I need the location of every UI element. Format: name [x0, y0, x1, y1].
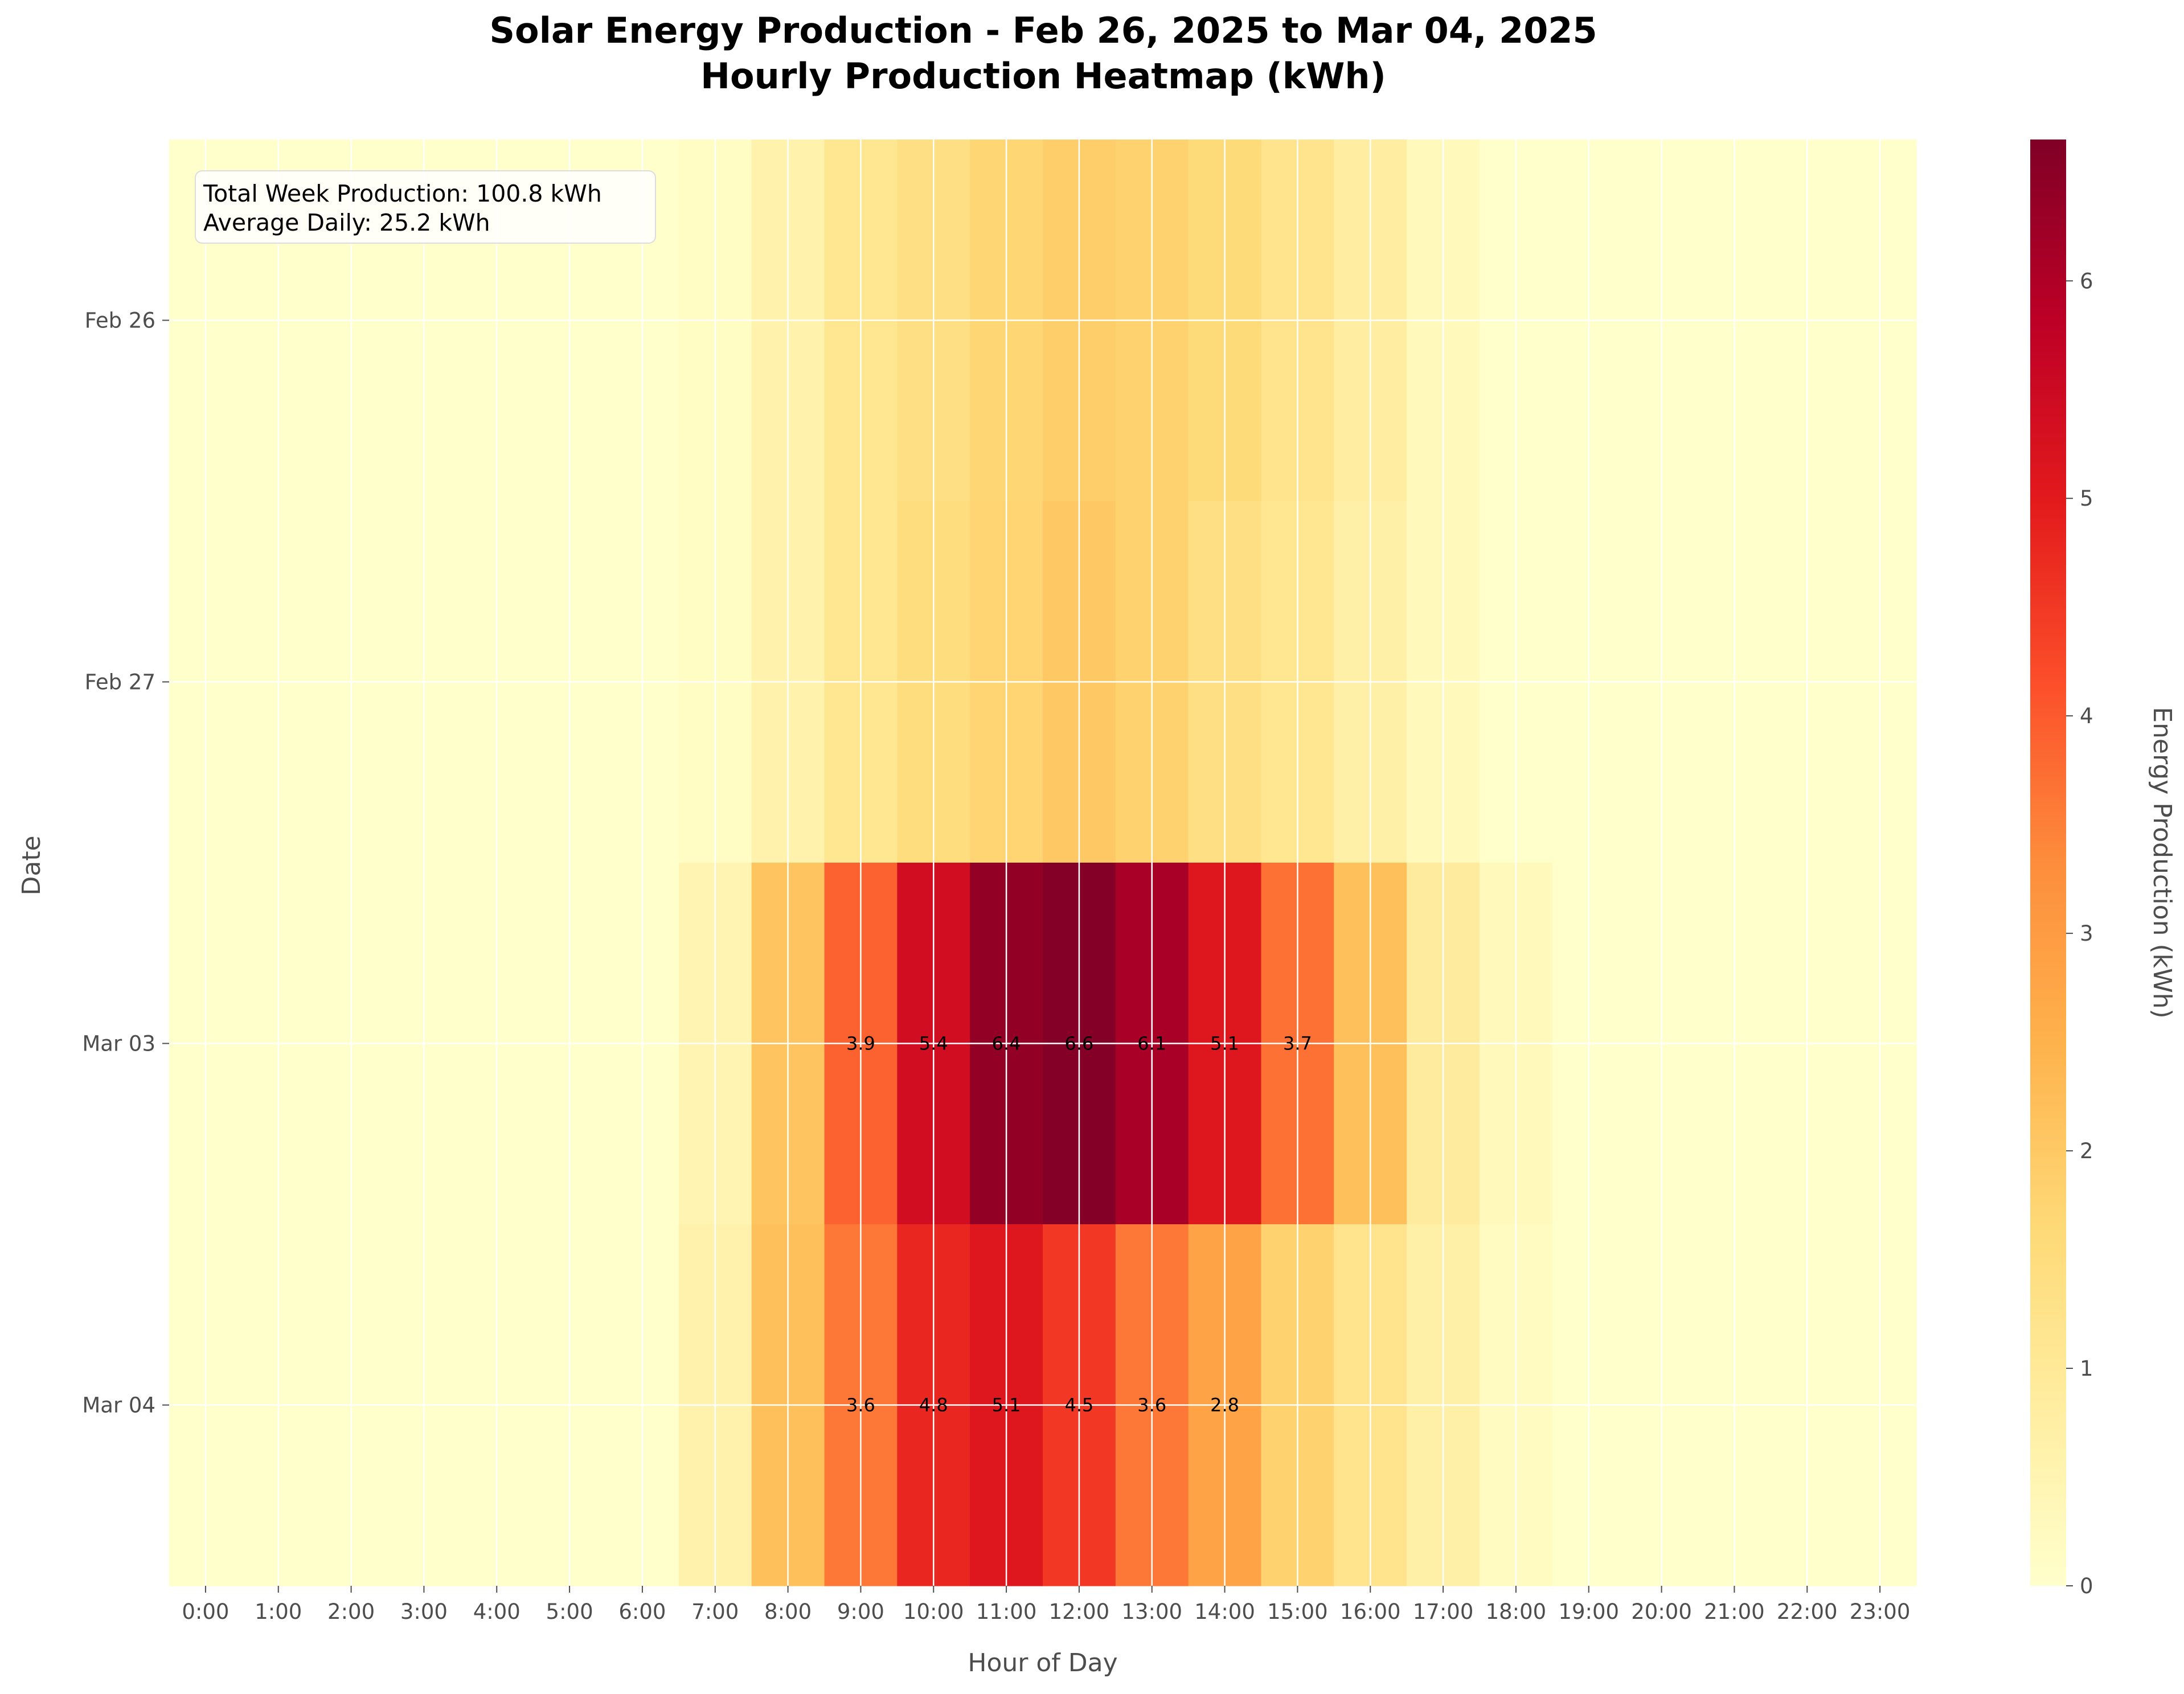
average-daily-text: Average Daily: 25.2 kWh	[203, 209, 490, 236]
x-tick-label: 14:00	[1194, 1599, 1255, 1624]
x-tick-label: 12:00	[1049, 1599, 1110, 1624]
colorbar-tick-label: 4	[2080, 704, 2093, 728]
x-tick-label: 15:00	[1267, 1599, 1328, 1624]
x-tick-label: 17:00	[1413, 1599, 1474, 1624]
x-tick-label: 7:00	[691, 1599, 739, 1624]
cell-value-label: 6.1	[1137, 1033, 1166, 1055]
cell-value-label: 3.9	[846, 1033, 875, 1055]
x-tick-label: 9:00	[837, 1599, 884, 1624]
x-tick-label: 1:00	[255, 1599, 302, 1624]
colorbar	[2030, 140, 2066, 1586]
cell-value-label: 5.1	[1210, 1033, 1239, 1055]
x-tick-label: 6:00	[618, 1599, 666, 1624]
y-tick-label: Feb 27	[85, 670, 155, 695]
cell-value-label: 5.4	[919, 1033, 948, 1055]
cell-value-label: 3.6	[1137, 1394, 1166, 1416]
x-tick-label: 20:00	[1631, 1599, 1692, 1624]
x-tick-label: 11:00	[976, 1599, 1037, 1624]
x-tick-label: 2:00	[327, 1599, 375, 1624]
chart-title: Solar Energy Production - Feb 26, 2025 t…	[489, 10, 1597, 51]
cell-value-label: 3.6	[846, 1394, 875, 1416]
colorbar-tick-label: 3	[2080, 921, 2093, 946]
x-tick-label: 3:00	[400, 1599, 448, 1624]
colorbar-tick-label: 5	[2080, 486, 2093, 511]
cell-value-label: 6.4	[992, 1033, 1021, 1055]
cell-value-label: 5.1	[992, 1394, 1021, 1416]
heatmap-cells	[169, 140, 1917, 1586]
cell-value-label: 4.5	[1064, 1394, 1093, 1416]
x-tick-label: 18:00	[1486, 1599, 1547, 1624]
x-tick-label: 21:00	[1704, 1599, 1765, 1624]
colorbar-tick-label: 6	[2080, 269, 2093, 293]
y-tick-label: Feb 26	[85, 309, 155, 333]
colorbar-label: Energy Production (kWh)	[2148, 707, 2177, 1018]
colorbar-tick-label: 2	[2080, 1139, 2093, 1163]
x-tick-label: 19:00	[1558, 1599, 1619, 1624]
x-tick-label: 0:00	[182, 1599, 229, 1624]
cell-value-label: 4.8	[919, 1394, 948, 1416]
x-axis-label: Hour of Day	[968, 1648, 1117, 1677]
cell-value-label: 2.8	[1210, 1394, 1239, 1416]
x-tick-label: 4:00	[473, 1599, 521, 1624]
x-tick-label: 8:00	[764, 1599, 812, 1624]
x-tick-label: 10:00	[903, 1599, 964, 1624]
y-tick-label: Mar 03	[82, 1032, 155, 1056]
colorbar-tick-label: 1	[2080, 1356, 2093, 1381]
y-axis-ticks: Feb 26 Feb 27 Mar 03 Mar 04	[82, 309, 169, 1418]
colorbar-ticks: 0 1 2 3 4 5 6	[2066, 269, 2093, 1598]
x-tick-label: 5:00	[546, 1599, 593, 1624]
x-tick-label: 22:00	[1777, 1599, 1838, 1624]
cell-value-label: 3.7	[1283, 1033, 1312, 1055]
colorbar-tick-label: 0	[2080, 1574, 2093, 1598]
cell-value-label: 6.6	[1064, 1033, 1093, 1055]
y-tick-label: Mar 04	[82, 1393, 155, 1418]
cell-value-labels: 3.9 5.4 6.4 6.6 6.1 5.1 3.7 3.6 4.8 5.1 4.5 3.6 2.8	[846, 1033, 1312, 1416]
y-axis-label: Date	[17, 835, 46, 895]
summary-annotation: Total Week Production: 100.8 kWh Average…	[195, 170, 656, 244]
x-tick-label: 16:00	[1340, 1599, 1401, 1624]
total-production-text: Total Week Production: 100.8 kWh	[203, 180, 602, 207]
grid-lines	[169, 140, 1916, 1586]
x-tick-label: 23:00	[1850, 1599, 1911, 1624]
x-axis-ticks: 0:00 1:00 2:00 3:00 4:00 5:00 6:00 7:00 8:00 9:00…	[182, 1586, 1910, 1624]
chart-subtitle: Hourly Production Heatmap (kWh)	[700, 55, 1386, 97]
x-tick-label: 13:00	[1121, 1599, 1182, 1624]
summary-box	[195, 170, 656, 244]
